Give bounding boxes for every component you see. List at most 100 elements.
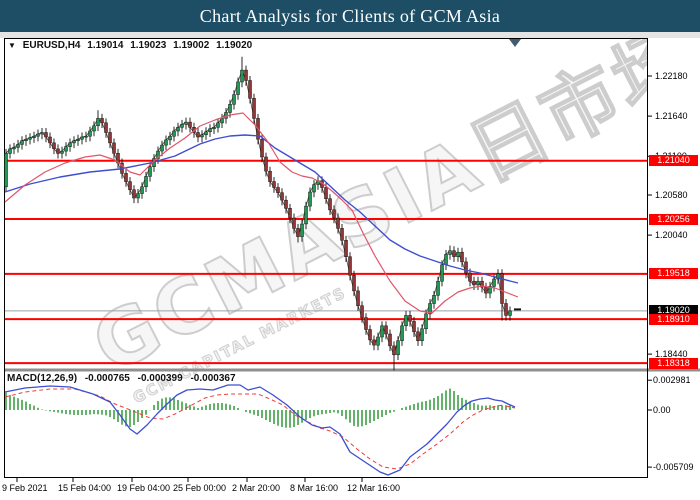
candle-body [392, 345, 396, 356]
pane-separator[interactable] [4, 368, 700, 372]
candle-body [312, 184, 316, 193]
candle-body [224, 112, 228, 119]
close-price-line [5, 68, 511, 356]
candle-body [336, 217, 340, 229]
ohlc-open: 1.19014 [87, 40, 124, 51]
candle-body [20, 140, 24, 145]
candle-body [104, 122, 108, 133]
candle-body [40, 132, 44, 135]
candle-body [124, 173, 128, 182]
candle-body [92, 125, 96, 132]
candle-body [196, 132, 200, 138]
candle-body [64, 146, 68, 152]
candle-body [184, 121, 188, 125]
candle-body [32, 135, 36, 138]
ohlc-high: 1.19023 [130, 40, 167, 51]
macd-label: MACD(12,26,9) [7, 373, 78, 384]
candle-body [504, 303, 508, 316]
candle-body [172, 130, 176, 137]
candle-body [72, 140, 76, 144]
candle-body [324, 187, 328, 199]
candle-body [52, 142, 56, 150]
candle-body [380, 325, 384, 338]
candle-body [212, 127, 216, 130]
hline-price-badge: 1.21040 [649, 155, 698, 167]
collapse-triangle-icon[interactable]: ▼ [8, 41, 16, 50]
price-axis-label: 1.21640 [655, 111, 688, 122]
time-axis-label: 8 Mar 16:00 [290, 483, 339, 493]
time-axis-label: 12 Mar 16:00 [347, 483, 401, 493]
macd-value-1: -0.000765 [84, 373, 130, 384]
candle-body [180, 124, 184, 128]
candle-body [400, 325, 404, 341]
candle-body [272, 181, 276, 188]
candle-body [136, 193, 140, 199]
candle-body [372, 339, 376, 346]
candle-body [308, 191, 312, 207]
candle-body [472, 280, 476, 286]
candle-body [228, 104, 232, 113]
candle-body [244, 69, 248, 81]
ma-slow-blue [4, 134, 519, 284]
candle-body [292, 217, 296, 229]
candle-body [404, 315, 408, 327]
hline-price-badge: 1.18318 [649, 357, 698, 369]
candle-body [444, 254, 448, 266]
candle-body [84, 135, 88, 138]
page-title: Chart Analysis for Clients of GCM Asia [199, 5, 501, 26]
candle-body [368, 329, 372, 341]
hline-price-badge: 1.18910 [649, 313, 698, 325]
candle-body [156, 150, 160, 159]
candle-body [208, 128, 212, 133]
candle-body [300, 223, 304, 237]
candle-body [420, 328, 424, 341]
candle-body [452, 250, 456, 257]
macd-scale-label: -0.005709 [653, 462, 694, 473]
macd-value-3: -0.000367 [190, 373, 236, 384]
candle-body [432, 295, 436, 304]
candle-body [248, 80, 252, 99]
candle-body [276, 187, 280, 193]
candle-body [352, 275, 356, 292]
candle-body [468, 272, 472, 282]
candle-body [164, 139, 168, 146]
chart-border [4, 38, 648, 478]
candle-body [340, 228, 344, 241]
candle-body [48, 136, 52, 144]
price-axis-label: 1.18440 [655, 349, 688, 360]
candle-body [168, 135, 172, 141]
price-axis-label: 1.20040 [655, 230, 688, 241]
candle-body [132, 189, 136, 199]
candle-body [396, 340, 400, 356]
candle-body [496, 273, 500, 280]
candle-body [100, 118, 104, 124]
ohlc-close: 1.19020 [216, 40, 253, 51]
candle-body [408, 315, 412, 322]
candle-body [480, 280, 484, 288]
symbol-ohlc-header: ▼ EURUSD,H4 1.19014 1.19023 1.19002 1.19… [8, 40, 256, 51]
candle-body [436, 280, 440, 296]
candle-body [160, 144, 164, 152]
candle-body [204, 131, 208, 136]
window-strip [0, 32, 700, 38]
candle-body [500, 273, 504, 304]
macd-main-line [4, 384, 516, 476]
macd-value-2: -0.000399 [137, 373, 183, 384]
time-axis-label: 15 Feb 04:00 [58, 483, 112, 493]
candle-body [428, 303, 432, 315]
candle-body [356, 290, 360, 307]
macd-indicator-header: MACD(12,26,9) -0.000765 -0.000399 -0.000… [7, 373, 241, 384]
candle-body [36, 133, 40, 137]
candle-body [60, 150, 64, 154]
time-axis-label: 9 Feb 2021 [2, 483, 48, 493]
candle-body [236, 81, 240, 95]
candle-body [4, 153, 8, 188]
candle-body [268, 170, 272, 182]
price-axis-label: 1.20580 [655, 189, 688, 200]
candle-body [176, 127, 180, 132]
candle-body [80, 136, 84, 140]
candle-body [440, 264, 444, 282]
time-axis-label: 25 Feb 00:00 [173, 483, 227, 493]
